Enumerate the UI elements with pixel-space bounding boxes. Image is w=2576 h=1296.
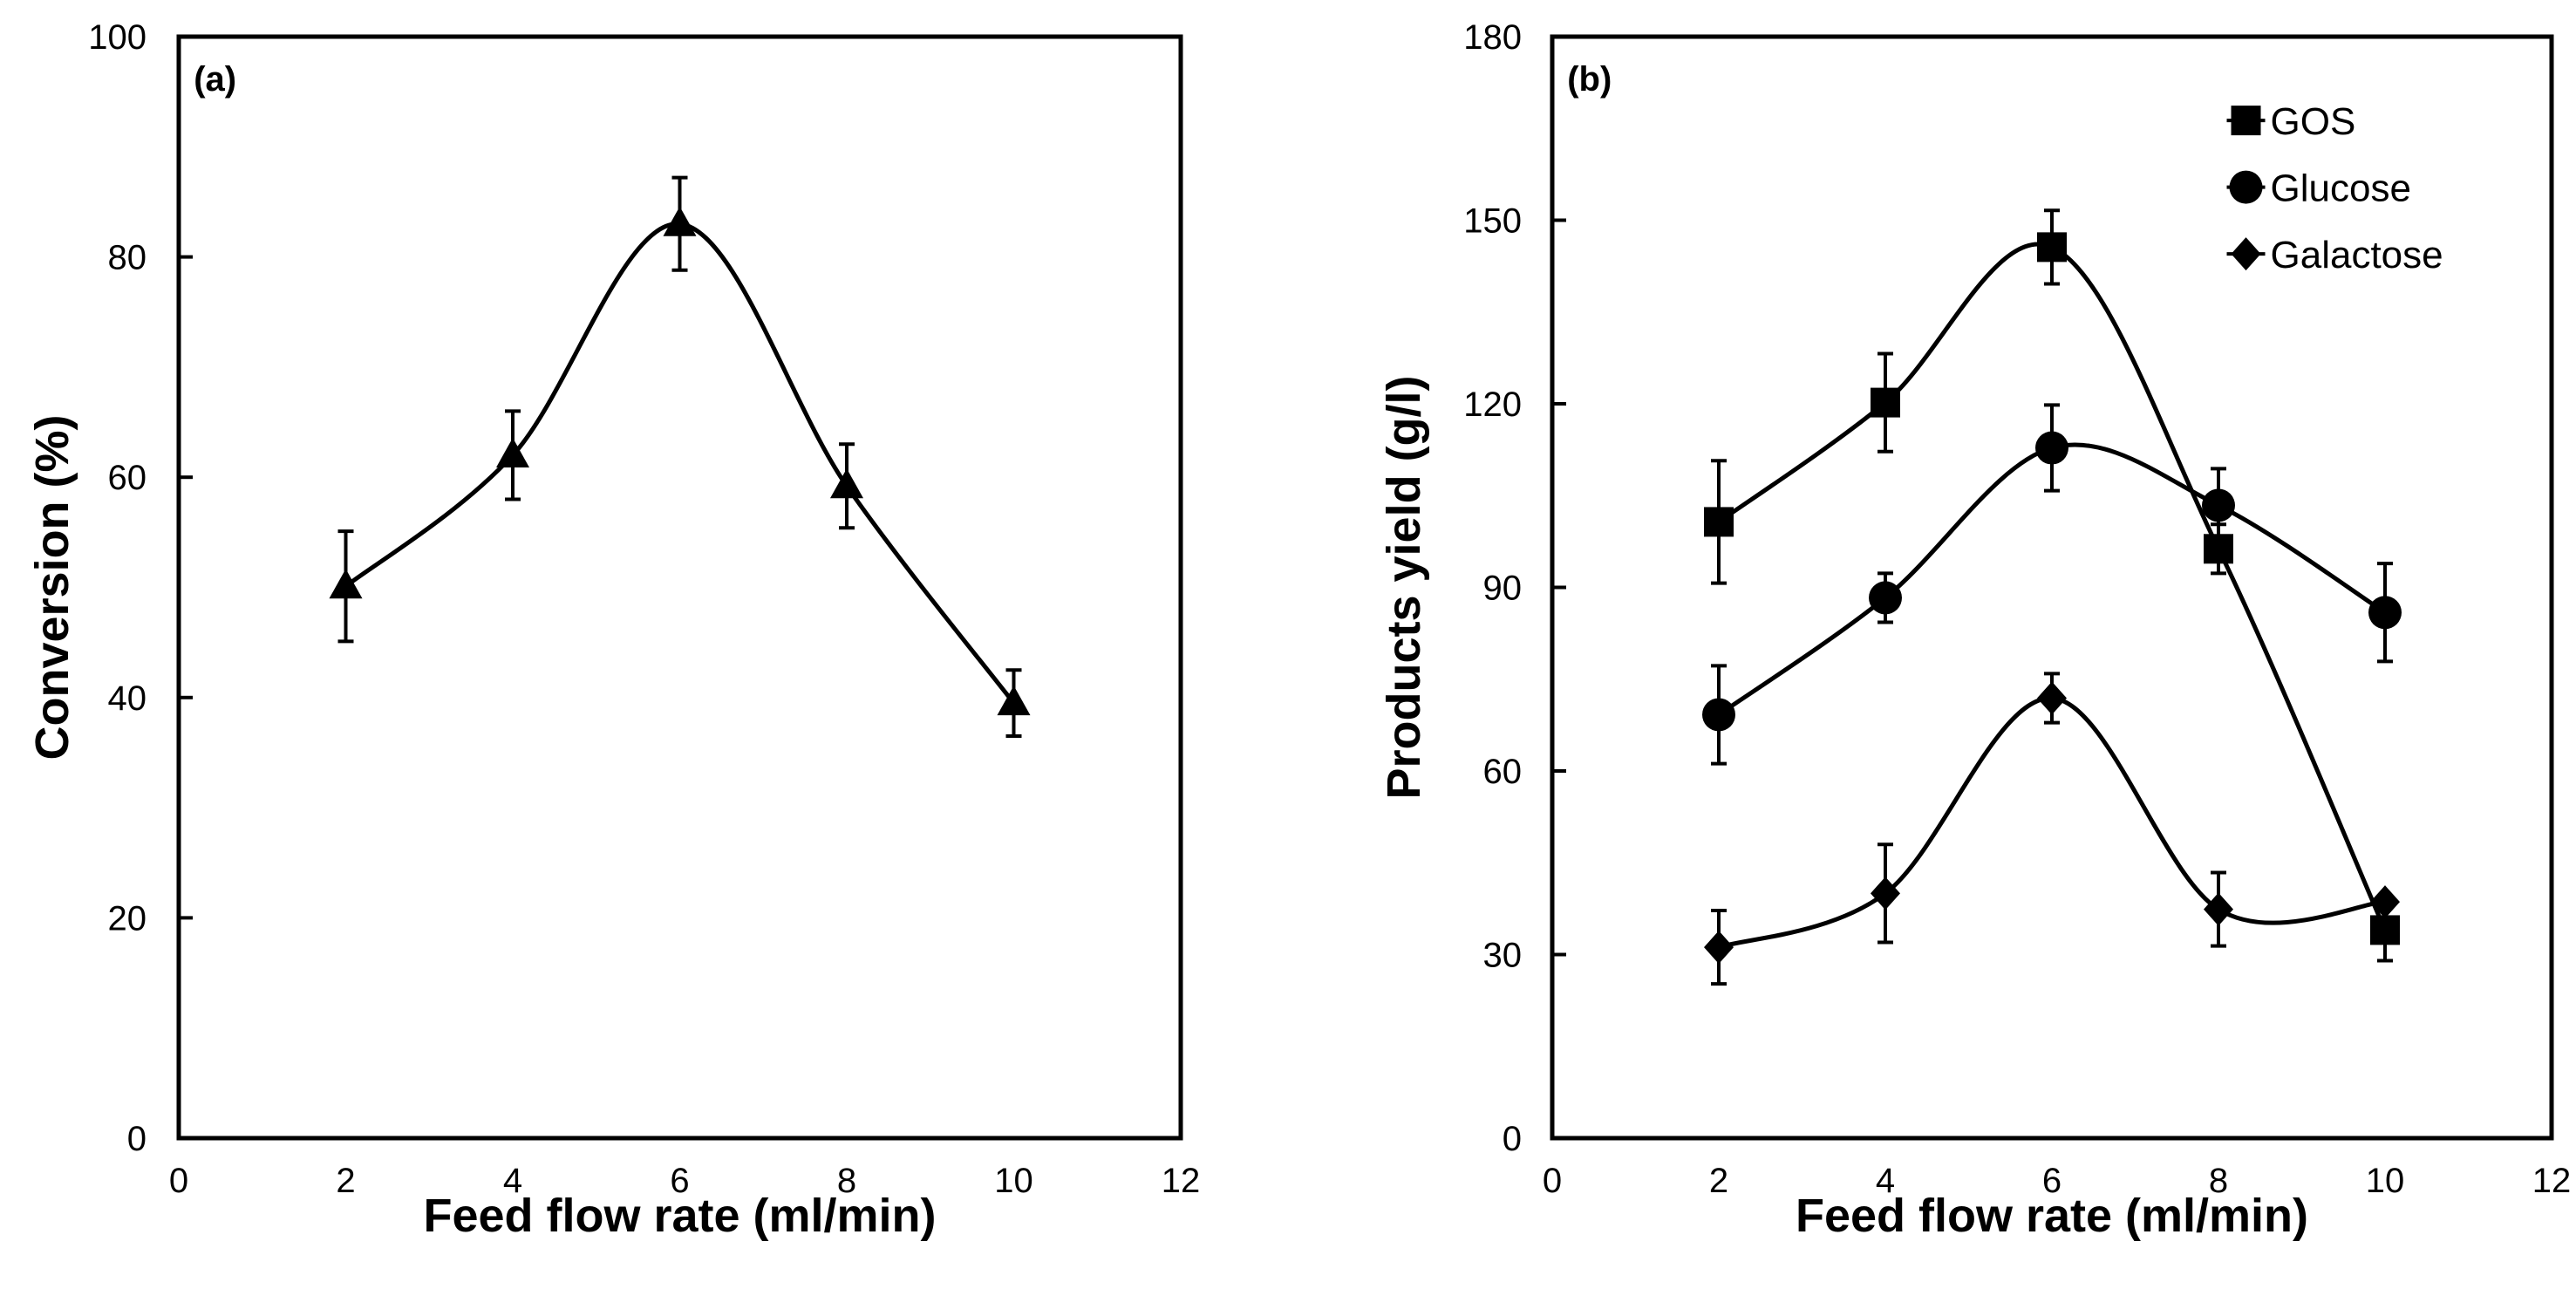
data-point [997,686,1031,716]
panel-b-products-yield-chart: 0 30 60 90 120 150 180 0 2 4 6 8 10 12 Feed flow rate … [1378,18,2571,1242]
panel-label: (a) [194,60,236,99]
y-tick-label: 90 [1483,570,1523,608]
x-tick-label: 12 [2532,1162,2572,1200]
legend-label: GOS [2271,100,2356,143]
data-point [2370,885,2400,919]
legend-item-glucose: Glucose [2226,167,2411,210]
legend: GOS Glucose Galactose [2226,100,2443,276]
data-point [2037,232,2067,263]
data-point [2370,915,2400,945]
y-tick-label: 0 [1503,1120,1522,1158]
x-tick-label: 10 [2366,1162,2405,1200]
series-line [1717,242,2388,931]
x-tick-label: 8 [837,1162,856,1200]
data-point [2202,488,2235,522]
x-tick-label: 12 [1162,1162,1201,1200]
x-axis-title: Feed flow rate (ml/min) [423,1190,936,1242]
data-point [496,437,529,467]
x-tick-label: 2 [1709,1162,1728,1200]
data-point [1702,698,1735,732]
data-point [1704,931,1734,965]
y-tick-label: 80 [108,239,147,277]
legend-circle-icon [2229,170,2263,204]
y-tick-label: 60 [1483,753,1523,791]
y-tick-label: 40 [108,679,147,718]
data-point [663,206,697,236]
panel-label: (b) [1567,60,1612,99]
x-axis-title: Feed flow rate (ml/min) [1796,1190,2308,1242]
x-tick-label: 8 [2209,1162,2228,1200]
series-galactose [1704,672,2400,986]
data-point [2204,892,2233,926]
x-tick-label: 2 [336,1162,355,1200]
data-point [1869,581,1902,615]
data-point [1704,507,1734,537]
y-tick-label: 0 [127,1120,147,1158]
data-point [1871,877,1900,911]
data-point [2368,596,2402,630]
y-tick-label: 150 [1463,202,1522,241]
series-gos [1704,208,2400,963]
y-tick-label: 180 [1463,18,1522,57]
series-conversion [329,175,1031,739]
data-point [830,468,863,499]
y-tick-label: 60 [108,459,147,497]
data-point [2035,431,2068,465]
x-tick-label: 0 [169,1162,188,1200]
series-glucose [1702,403,2402,766]
y-tick-label: 100 [88,18,147,57]
data-point [329,569,363,599]
legend-item-galactose: Galactose [2226,234,2443,276]
legend-diamond-icon [2231,237,2261,271]
legend-square-icon [2231,106,2261,136]
x-tick-label: 4 [1876,1162,1895,1200]
plot-frame [176,34,1183,1141]
y-axis-title: Products yield (g/l) [1378,375,1430,799]
x-tick-label: 6 [670,1162,689,1200]
data-point [1871,387,1900,418]
y-tick-label: 20 [108,899,147,938]
panel-a-conversion-chart: 0 20 40 60 80 100 0 2 4 6 8 10 12 Feed flow rate (ml/… [26,18,1200,1242]
legend-label: Glucose [2271,167,2411,210]
legend-item-gos: GOS [2226,100,2356,143]
x-tick-label: 0 [1543,1162,1562,1200]
y-axis-title: Conversion (%) [26,414,78,760]
x-tick-label: 10 [994,1162,1033,1200]
x-tick-label: 4 [503,1162,522,1200]
y-tick-label: 120 [1463,385,1522,424]
x-tick-label: 6 [2042,1162,2061,1200]
series-line [1718,695,2386,950]
series-line [344,222,1016,705]
data-point [2037,681,2067,715]
legend-label: Galactose [2271,234,2443,276]
y-tick-label: 30 [1483,937,1523,975]
